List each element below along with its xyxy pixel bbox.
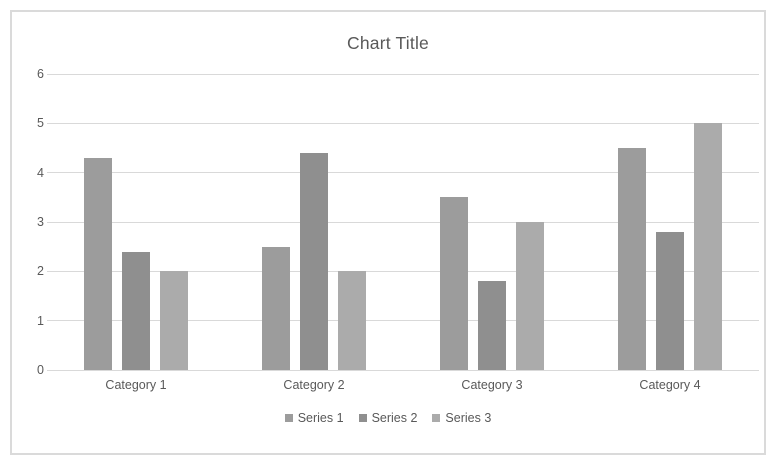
y-tick-label: 3 — [37, 215, 44, 229]
y-tick-label: 2 — [37, 264, 44, 279]
y-tick-label: 4 — [37, 165, 44, 180]
legend-label: Series 3 — [445, 411, 492, 425]
y-axis-labels: 0 1 2 3 4 5 6 — [22, 67, 44, 377]
bar-series-1-cat3 — [440, 197, 468, 370]
gridline-y6 — [47, 73, 759, 75]
bar-series-3-cat1 — [160, 271, 188, 370]
bar-series-1-cat1 — [84, 157, 112, 370]
chart-container: Chart Title 0 1 2 3 4 5 6 Category 1 Category 2… — [10, 10, 766, 455]
legend-item-series-3: Series 3 — [432, 411, 491, 425]
bar-group-3 — [403, 74, 581, 370]
bar-series-2-cat1 — [122, 251, 150, 370]
y-tick-label: 6 — [37, 67, 44, 81]
gridline-y1 — [47, 320, 759, 322]
legend-marker-icon — [358, 414, 367, 422]
y-tick-label: 0 — [37, 363, 44, 377]
legend-marker-icon — [284, 414, 293, 422]
bar-series-3-cat3 — [516, 222, 544, 370]
legend: Series 1 Series 2 Series 3 — [12, 411, 764, 425]
bar-series-3-cat2 — [338, 271, 366, 370]
bar-series-3-cat4 — [694, 123, 722, 370]
gridline-y5 — [47, 122, 759, 124]
plot-area — [47, 73, 759, 371]
bar-series-2-cat2 — [300, 152, 328, 370]
legend-label: Series 1 — [297, 411, 344, 425]
gridline-y4 — [47, 172, 759, 174]
x-tick-label-4: Category 4 — [639, 378, 701, 392]
gridline-y2 — [47, 270, 759, 272]
bar-group-1 — [47, 74, 225, 370]
bar-group-4 — [581, 74, 759, 370]
bar-series-2-cat3 — [478, 281, 506, 370]
bar-series-2-cat4 — [656, 231, 684, 370]
bar-series-1-cat4 — [618, 148, 646, 370]
chart-title: Chart Title — [347, 33, 429, 53]
bar-groups — [47, 74, 759, 370]
gridline-y0 — [47, 369, 759, 371]
legend-item-series-1: Series 1 — [284, 411, 344, 425]
x-axis-labels: Category 1 Category 2 Category 3 Category 4 — [47, 378, 759, 392]
bar-series-1-cat2 — [262, 246, 290, 370]
bar-group-2 — [225, 74, 403, 370]
gridline-y3 — [47, 221, 759, 223]
y-tick-label: 1 — [37, 313, 44, 328]
y-tick-label: 5 — [37, 116, 44, 131]
legend-item-series-2: Series 2 — [358, 411, 418, 425]
x-tick-label-2: Category 2 — [283, 378, 345, 392]
legend-marker-icon — [432, 414, 441, 422]
legend-label: Series 2 — [371, 411, 418, 425]
x-tick-label-1: Category 1 — [105, 378, 167, 392]
x-tick-label-3: Category 3 — [461, 378, 523, 392]
